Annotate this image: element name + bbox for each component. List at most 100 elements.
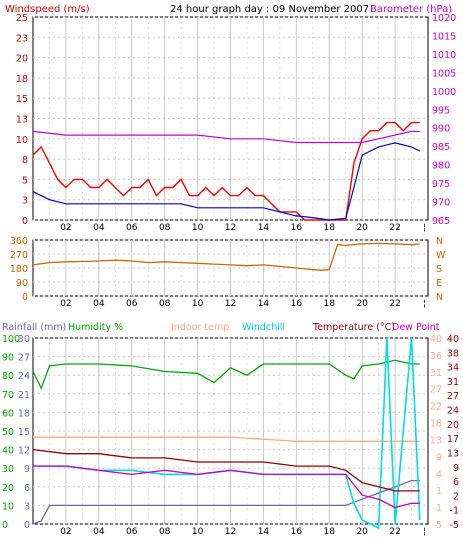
panel3-xtick: 02 xyxy=(60,527,71,537)
panel1-ytick-right: 985 xyxy=(432,142,450,153)
panel3-ytick-temp-right: 38 xyxy=(447,348,459,359)
dewpoint-label: Dew Point xyxy=(392,322,440,333)
panel1-ytick-left: 13 xyxy=(16,115,28,126)
panel1-ytick-left: 18 xyxy=(16,74,28,85)
panel3-xtick: 20 xyxy=(356,527,368,537)
panel1-ytick-right: 1020 xyxy=(432,13,456,24)
panel1-ytick-left: 15 xyxy=(16,94,28,105)
panel3-ytick-humidity: 50 xyxy=(2,427,14,438)
panel3-ytick-rain: 30 xyxy=(18,334,30,345)
panel3-series-2 xyxy=(32,359,420,390)
panel3-ytick-rain: 6 xyxy=(24,483,30,494)
panel1-ytick-left: 10 xyxy=(16,135,28,146)
panel2-xtick: 04 xyxy=(93,299,105,309)
panel1-ytick-left: 8 xyxy=(22,155,28,166)
panel3-ytick-temp-right: 40 xyxy=(447,334,459,345)
panel2-ytick-left: 270 xyxy=(10,250,28,261)
panel3-ytick-temp-right: 17 xyxy=(447,434,459,445)
panel1-xtick: 14 xyxy=(258,223,270,233)
panel1-ytick-right: 1015 xyxy=(432,31,456,42)
panel2-series-dir xyxy=(32,242,420,271)
windchill-label: Windchill xyxy=(242,322,285,333)
panel1-xtick: 18 xyxy=(324,223,336,233)
panel3-ytick-rain: 21 xyxy=(18,390,30,401)
panel1-ytick-left: 0 xyxy=(22,216,28,227)
panel1-ytick-right: 975 xyxy=(432,179,450,190)
panel3-xtick: 22 xyxy=(389,527,400,537)
rain-label: Rainfall (mm) xyxy=(2,322,66,333)
panel3-ytick-temp-mid: 31 xyxy=(430,368,442,379)
panel2-xtick: 10 xyxy=(192,299,204,309)
panel3-ytick-rain: 9 xyxy=(24,464,30,475)
panel1-series-3 xyxy=(32,130,420,144)
panel2-xtick: 08 xyxy=(159,299,171,309)
panel2-ytick-left: 180 xyxy=(10,264,28,275)
panel2-ytick-left: 90 xyxy=(16,278,28,289)
panel3-xtick: 16 xyxy=(291,527,303,537)
panel1-ytick-right: 995 xyxy=(432,105,450,116)
panel1-xtick: 02 xyxy=(60,223,71,233)
panel3-ytick-rain: 24 xyxy=(18,371,30,382)
panel3-ytick-temp-right: 27 xyxy=(447,391,459,402)
panel3-xtick: 04 xyxy=(93,527,105,537)
panel3-ytick-humidity: 40 xyxy=(2,446,14,457)
panel3-ytick-temp-right: 31 xyxy=(447,377,459,388)
panel2-ytick-right: W xyxy=(436,250,446,261)
panel3-ytick-temp-right: 34 xyxy=(447,363,459,374)
panel3-ytick-rain: 18 xyxy=(18,408,30,419)
panel1-ytick-left: 25 xyxy=(16,13,28,24)
panel3-ytick-temp-right: 24 xyxy=(447,406,459,417)
panel2-xtick: 22 xyxy=(389,299,400,309)
panel1-ytick-right: 965 xyxy=(432,216,450,227)
panel1-xtick: 22 xyxy=(389,223,400,233)
indoor-temp-label: Indoor temp xyxy=(171,322,229,333)
panel3-ytick-rain: 12 xyxy=(18,446,30,457)
panel3-series-5 xyxy=(32,448,420,492)
panel1-xtick: 16 xyxy=(291,223,303,233)
humidity-label: Humidity % xyxy=(68,322,123,333)
panel1-left-label: Windspeed (m/s) xyxy=(5,4,90,15)
panel3-xtick: 06 xyxy=(126,527,138,537)
panel3-ytick-temp-right: 9 xyxy=(453,463,459,474)
panel3-xtick: 14 xyxy=(258,527,270,537)
panel3-ytick-humidity: 20 xyxy=(2,483,14,494)
panel2-xtick: 12 xyxy=(225,299,236,309)
panel3-ytick-humidity: 0 xyxy=(2,520,8,531)
panel3-ytick-humidity: 60 xyxy=(2,408,14,419)
panel3-ytick-humidity: 30 xyxy=(2,464,14,475)
panel3-ytick-temp-mid: 4 xyxy=(436,469,442,480)
panel2-xtick: 14 xyxy=(258,299,270,309)
panel3-ytick-temp-mid: 22 xyxy=(430,402,442,413)
panel3-ytick-temp-mid: 27 xyxy=(430,385,442,396)
panel1-ytick-left: 5 xyxy=(22,175,28,186)
panel1-ytick-right: 990 xyxy=(432,124,450,135)
panel3-ytick-temp-right: -5 xyxy=(450,520,459,531)
panel3-xtick-end: ¦ xyxy=(423,527,426,537)
panel2-ytick-right: N xyxy=(436,236,443,247)
panel1-xtick: 08 xyxy=(159,223,171,233)
panel3-ytick-temp-mid: 1 xyxy=(436,486,442,497)
page-title: 24 hour graph day : 09 November 2007 xyxy=(170,4,369,15)
panel1-ytick-right: 970 xyxy=(432,198,450,209)
panel1-xtick: 10 xyxy=(192,223,204,233)
panel1-series-2 xyxy=(32,142,421,221)
panel3-ytick-humidity: 100 xyxy=(2,334,20,345)
panel1-ytick-left: 20 xyxy=(16,54,28,65)
panel2-ytick-right: N xyxy=(436,292,443,303)
panel3-ytick-temp-right: 6 xyxy=(453,477,459,488)
panel2-xtick: 02 xyxy=(60,299,71,309)
panel3-ytick-rain: 0 xyxy=(24,520,30,531)
panel3-ytick-temp-right: -1 xyxy=(450,506,459,517)
temperature-label: Temperature (°C) xyxy=(312,322,395,333)
panel3-ytick-temp-mid: 40 xyxy=(430,334,442,345)
panel3-series-6 xyxy=(33,465,420,509)
panel3-ytick-temp-mid: -5 xyxy=(433,520,442,531)
panel2-xtick: 06 xyxy=(126,299,138,309)
panel1-ytick-right: 1010 xyxy=(432,50,456,61)
panel3-xtick: 10 xyxy=(192,527,204,537)
panel1-ytick-right: 1005 xyxy=(432,68,456,79)
panel1-ytick-left: 23 xyxy=(16,33,28,44)
panel3-ytick-temp-mid: 13 xyxy=(430,435,442,446)
panel3-ytick-temp-right: 2 xyxy=(453,491,459,502)
